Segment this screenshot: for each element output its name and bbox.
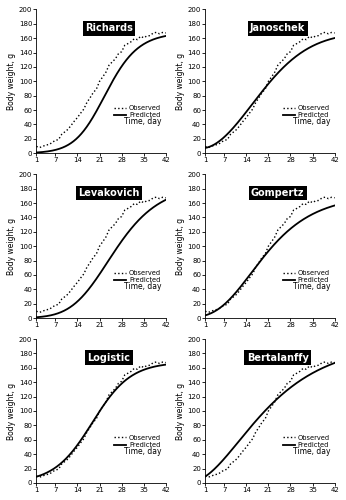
Text: Janoschek: Janoschek: [250, 23, 306, 33]
Text: Time, day: Time, day: [293, 117, 331, 126]
Text: Bertalanffy: Bertalanffy: [247, 353, 309, 363]
Legend: Observed, Predicted: Observed, Predicted: [112, 268, 164, 286]
Text: Time, day: Time, day: [125, 117, 162, 126]
Text: Time, day: Time, day: [293, 282, 331, 290]
Text: Levakovich: Levakovich: [78, 188, 139, 198]
Text: Logistic: Logistic: [88, 353, 130, 363]
Legend: Observed, Predicted: Observed, Predicted: [281, 432, 333, 451]
Legend: Observed, Predicted: Observed, Predicted: [112, 432, 164, 451]
Text: Gompertz: Gompertz: [251, 188, 304, 198]
Legend: Observed, Predicted: Observed, Predicted: [281, 268, 333, 286]
Y-axis label: Body weight, g: Body weight, g: [176, 382, 185, 440]
Y-axis label: Body weight, g: Body weight, g: [176, 218, 185, 274]
Text: Richards: Richards: [85, 23, 133, 33]
Text: Time, day: Time, day: [125, 446, 162, 456]
Y-axis label: Body weight, g: Body weight, g: [7, 382, 16, 440]
Y-axis label: Body weight, g: Body weight, g: [7, 53, 16, 110]
Legend: Observed, Predicted: Observed, Predicted: [281, 102, 333, 121]
Legend: Observed, Predicted: Observed, Predicted: [112, 102, 164, 121]
Y-axis label: Body weight, g: Body weight, g: [7, 218, 16, 274]
Text: Time, day: Time, day: [293, 446, 331, 456]
Y-axis label: Body weight, g: Body weight, g: [176, 53, 185, 110]
Text: Time, day: Time, day: [125, 282, 162, 290]
